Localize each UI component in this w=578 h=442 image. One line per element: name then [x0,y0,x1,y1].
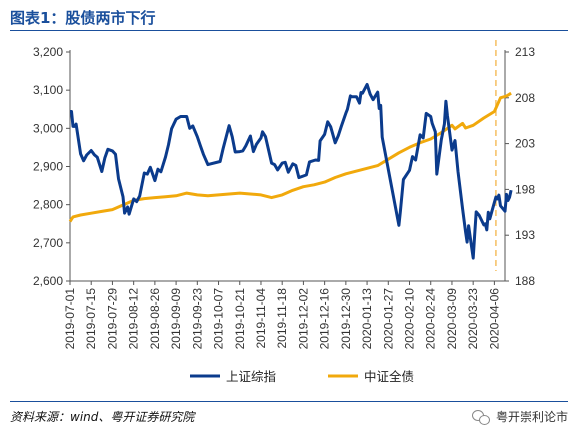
y-right-tick-label: 198 [515,182,535,196]
y-left-tick-label: 3,100 [33,83,63,97]
title-rule [10,30,568,31]
legend-label-bond: 中证全债 [364,369,414,384]
y-right-tick-label: 193 [515,228,535,242]
chart-legend: 上证综指 中证全债 [190,369,414,384]
x-tick-label: 2019-12-02 [296,288,310,350]
x-tick-label: 2019-09-23 [190,288,204,350]
x-tick-label: 2019-07-01 [63,288,77,350]
wechat-icon [471,409,490,425]
x-tick-label: 2020-01-27 [381,288,395,350]
x-tick-label: 2020-01-13 [360,288,374,350]
x-tick-label: 2019-10-07 [212,288,226,350]
x-tick-label: 2019-07-15 [84,288,98,350]
footer-rule [10,401,568,402]
y-right-tick-label: 203 [515,137,535,151]
x-tick-label: 2019-10-21 [233,288,247,350]
x-tick-label: 2019-11-04 [254,288,268,349]
x-tick-label: 2019-12-30 [339,288,353,350]
x-tick-label: 2019-09-09 [169,288,183,350]
shanghai-composite-line [70,82,513,260]
y-left-tick-label: 2,800 [33,198,63,212]
x-tick-label: 2020-03-23 [466,288,480,350]
y-right-tick-label: 208 [515,91,535,105]
brand-mark: 粤开崇利论市 [471,408,568,425]
y-left-tick-label: 2,600 [33,274,63,288]
x-tick-label: 2019-07-29 [105,288,119,350]
y-right-tick-label: 213 [515,45,535,59]
x-tick-label: 2020-02-24 [424,288,438,350]
y-left-tick-label: 2,700 [33,236,63,250]
x-tick-label: 2020-04-06 [487,288,501,350]
x-tick-label: 2020-03-09 [445,288,459,350]
legend-label-shanghai: 上证综指 [226,369,276,384]
x-tick-label: 2019-12-16 [318,288,332,350]
y-left-tick-label: 2,900 [33,160,63,174]
x-tick-label: 2019-08-12 [127,288,141,350]
chart-axes: 2,600 2,700 2,800 2,900 3,000 3,100 3,200 188 19… [33,45,535,349]
source-note: 资料来源：wind、粤开证券研究院 [10,410,195,424]
chart-lines [68,40,513,271]
x-tick-label: 2020-02-10 [403,288,417,350]
brand-label: 粤开崇利论市 [495,410,568,424]
x-tick-label: 2019-11-18 [275,288,289,349]
y-left-tick-label: 3,000 [33,121,63,135]
y-right-tick-label: 188 [515,274,535,288]
y-left-tick-label: 3,200 [33,45,63,59]
chart-title: 图表1：股债两市下行 [10,9,156,27]
x-tick-label: 2019-08-26 [148,288,162,350]
